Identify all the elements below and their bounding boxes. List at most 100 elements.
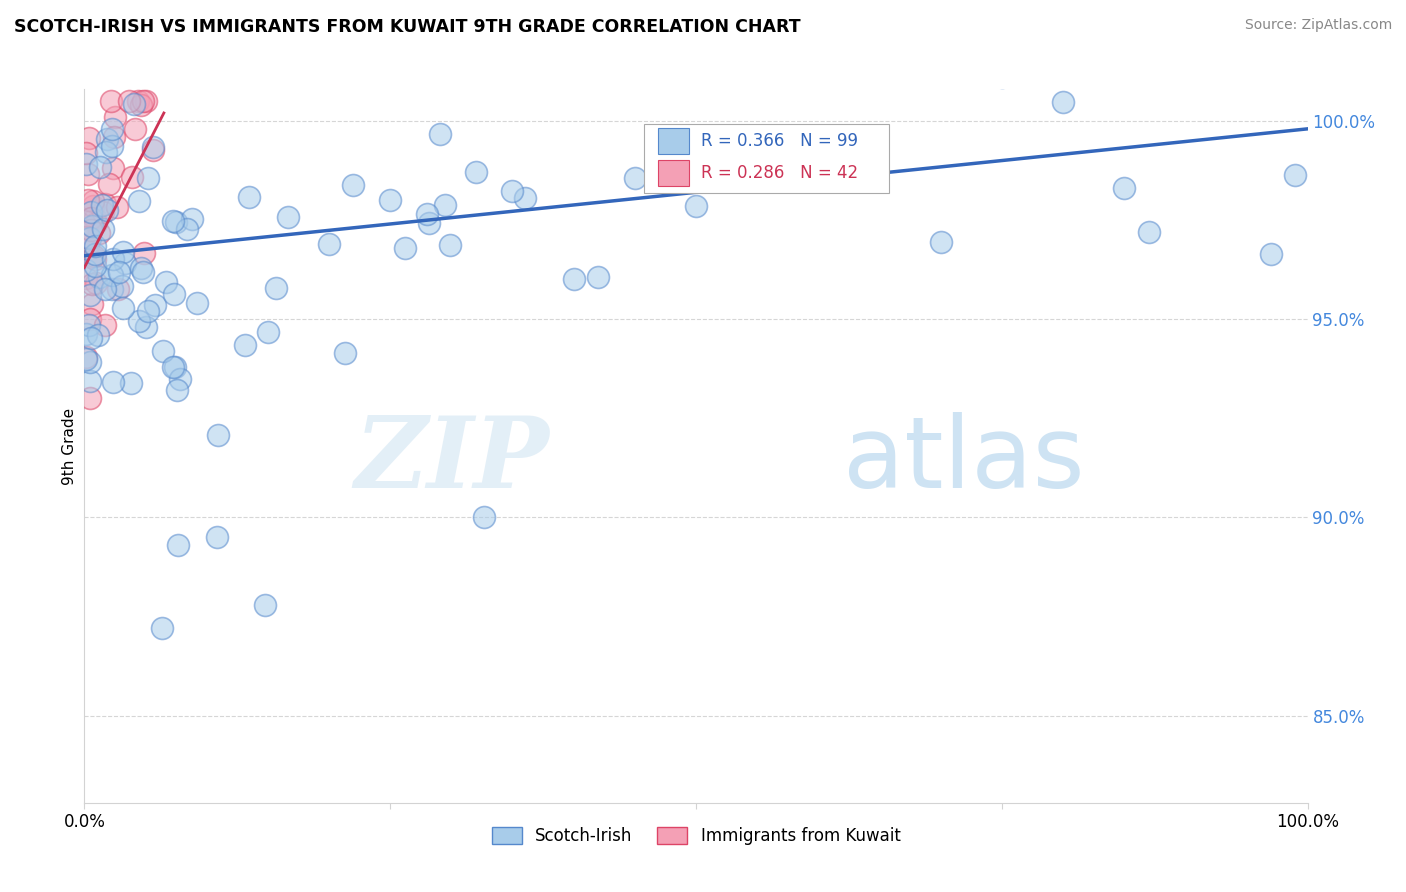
Point [94, 197, 117, 211]
Point [77, 193, 100, 207]
Point [132, 246, 155, 260]
Point [75, 351, 97, 366]
Point [94, 281, 117, 295]
Point [84, 259, 107, 273]
Point [277, 210, 299, 224]
FancyBboxPatch shape [644, 124, 890, 193]
Point [180, 212, 202, 227]
Point [79, 288, 101, 302]
Point [103, 252, 125, 266]
Point [132, 94, 155, 108]
Point [1236, 18, 1258, 32]
Point [101, 161, 124, 175]
Point [165, 215, 187, 229]
Point [120, 376, 142, 391]
Point [75, 271, 97, 285]
Point [513, 191, 536, 205]
Point [207, 428, 229, 442]
Point [135, 320, 157, 334]
Point [96, 145, 118, 159]
Point [87, 226, 110, 240]
Point [186, 296, 208, 310]
Point [831, 167, 853, 181]
Point [84, 277, 107, 291]
Point [82, 194, 104, 209]
Point [80, 297, 103, 311]
Point [100, 94, 122, 108]
Point [75, 156, 97, 170]
Point [83, 246, 105, 260]
Point [562, 272, 585, 286]
Point [429, 128, 451, 142]
Point [75, 229, 97, 244]
Point [75, 263, 97, 277]
Point [155, 275, 177, 289]
Point [124, 121, 146, 136]
Point [77, 238, 100, 252]
Point [152, 343, 174, 358]
Point [685, 198, 707, 212]
Point [318, 236, 340, 251]
Bar [658, 128, 689, 153]
Point [333, 345, 356, 359]
Point [75, 326, 97, 341]
Point [121, 169, 143, 184]
Point [502, 184, 524, 198]
Point [107, 264, 129, 278]
Point [84, 252, 107, 267]
Point [77, 318, 100, 333]
Point [79, 392, 101, 406]
Point [114, 255, 136, 269]
Point [89, 161, 111, 175]
Point [266, 281, 288, 295]
Point [150, 621, 173, 635]
Point [79, 205, 101, 219]
Point [80, 277, 103, 291]
Point [79, 211, 101, 225]
Point [75, 146, 97, 161]
Point [416, 207, 439, 221]
Point [101, 268, 124, 282]
Point [101, 139, 124, 153]
Point [103, 129, 125, 144]
Point [167, 538, 190, 552]
Bar [658, 160, 689, 186]
Point [162, 214, 184, 228]
Point [96, 203, 118, 218]
Point [169, 371, 191, 385]
Point [1137, 225, 1160, 239]
Point [433, 197, 456, 211]
Point [91, 222, 114, 236]
Point [129, 98, 152, 112]
Point [142, 143, 165, 157]
Y-axis label: 9th Grade: 9th Grade [62, 408, 77, 484]
Point [165, 360, 187, 375]
Point [76, 229, 98, 244]
Point [233, 338, 256, 352]
Point [929, 235, 952, 249]
Text: SCOTCH-IRISH VS IMMIGRANTS FROM KUWAIT 9TH GRADE CORRELATION CHART: SCOTCH-IRISH VS IMMIGRANTS FROM KUWAIT 9… [14, 18, 800, 36]
Point [1284, 168, 1306, 182]
Point [380, 193, 402, 207]
Point [79, 223, 101, 237]
Point [747, 41, 769, 55]
Point [79, 355, 101, 369]
Point [107, 283, 129, 297]
Point [1052, 95, 1074, 109]
Point [342, 178, 364, 193]
Point [82, 199, 104, 213]
Point [96, 132, 118, 146]
Point [128, 194, 150, 208]
Point [84, 216, 107, 230]
Text: R = 0.366   N = 99: R = 0.366 N = 99 [700, 132, 858, 150]
Point [105, 200, 128, 214]
Point [143, 298, 166, 312]
Point [101, 375, 124, 389]
Point [176, 222, 198, 236]
Point [163, 287, 186, 301]
Point [1114, 181, 1136, 195]
Point [127, 94, 149, 108]
Point [104, 110, 127, 124]
Point [87, 328, 110, 343]
Point [128, 314, 150, 328]
